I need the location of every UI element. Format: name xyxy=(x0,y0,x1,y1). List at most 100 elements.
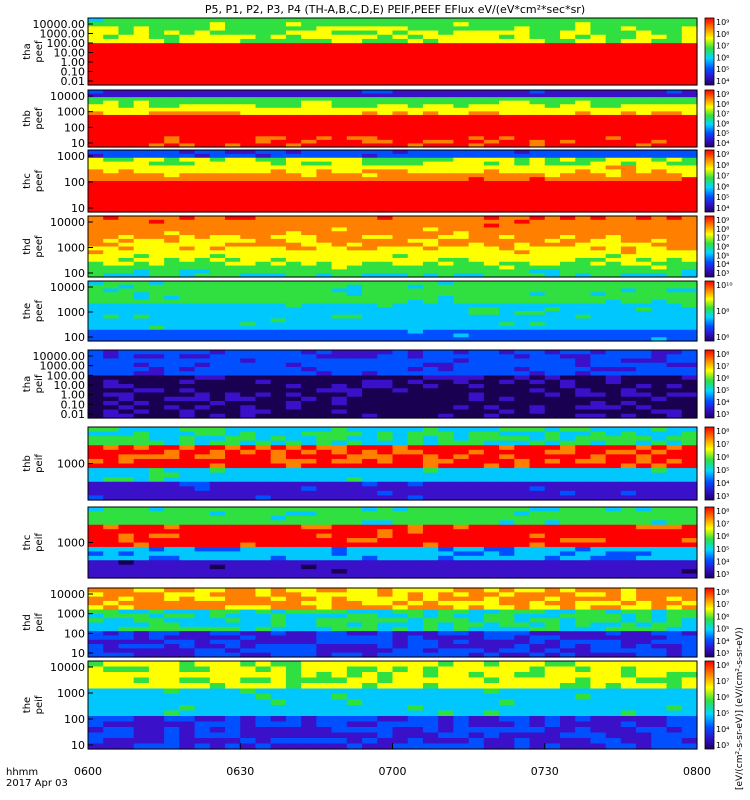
heatmap-cell xyxy=(103,288,120,293)
heatmap-cell xyxy=(590,388,607,394)
heatmap-cell xyxy=(544,100,561,105)
heatmap-cell xyxy=(225,515,241,521)
heatmap-cell xyxy=(194,269,211,274)
heatmap-cell xyxy=(559,524,576,530)
heatmap-cell xyxy=(422,143,439,148)
heatmap-cell xyxy=(240,392,257,398)
heatmap-cell xyxy=(118,196,135,201)
heatmap-cell xyxy=(346,177,363,182)
heatmap-cell xyxy=(164,196,180,201)
heatmap-cell xyxy=(164,413,180,419)
heatmap-cell xyxy=(636,307,652,312)
heatmap-cell xyxy=(651,38,668,44)
heatmap-cell xyxy=(331,223,348,229)
heatmap-cell xyxy=(483,431,500,437)
heatmap-cell xyxy=(544,318,561,323)
heatmap-cell xyxy=(270,454,287,460)
heatmap-cell xyxy=(88,405,104,411)
heatmap-cell xyxy=(270,367,287,372)
heatmap-cell xyxy=(270,51,287,57)
heatmap-cell xyxy=(651,440,668,446)
heatmap-cell xyxy=(620,161,637,167)
heatmap-cell xyxy=(179,329,196,335)
heatmap-cell xyxy=(270,533,287,539)
heatmap-cell xyxy=(103,254,120,259)
heatmap-cell xyxy=(559,250,576,255)
heatmap-cell xyxy=(483,246,500,251)
heatmap-cell xyxy=(331,238,348,244)
heatmap-cell xyxy=(285,223,302,229)
heatmap-cell xyxy=(651,299,668,305)
heatmap-cell xyxy=(118,238,135,244)
heatmap-cell xyxy=(407,208,424,213)
heatmap-cell xyxy=(225,257,241,263)
heatmap-cell xyxy=(225,329,241,335)
heatmap-cell xyxy=(529,80,546,86)
heatmap-cell xyxy=(636,362,652,368)
heatmap-cell xyxy=(468,388,485,394)
heatmap-cell xyxy=(377,375,394,381)
heatmap-cell xyxy=(499,22,515,27)
heatmap-cell xyxy=(392,288,409,293)
heatmap-cell xyxy=(133,490,150,497)
heatmap-cell xyxy=(575,196,592,201)
heatmap-cell xyxy=(88,362,104,368)
heatmap-cell xyxy=(468,18,485,23)
heatmap-cell xyxy=(194,261,211,267)
heatmap-cell xyxy=(514,384,531,389)
heatmap-cell xyxy=(529,139,546,145)
heatmap-cell xyxy=(194,296,211,301)
heatmap-cell xyxy=(575,515,592,521)
heatmap-cell xyxy=(605,118,622,123)
heatmap-cell xyxy=(255,546,272,552)
panel-tha-peef: 10000.001000.00100.0010.001.000.100.01th… xyxy=(22,17,729,88)
heatmap-cell xyxy=(651,337,668,342)
heatmap-cell xyxy=(605,90,622,95)
heatmap-cell xyxy=(346,132,363,137)
heatmap-cell xyxy=(483,445,500,451)
heatmap-cell xyxy=(575,125,592,130)
heatmap-cell xyxy=(346,143,363,148)
heatmap-cell xyxy=(377,200,394,205)
heatmap-cell xyxy=(636,43,652,48)
heatmap-cell xyxy=(559,388,576,394)
heatmap-cell xyxy=(453,326,470,331)
heatmap-cell xyxy=(103,481,120,487)
heatmap-cell xyxy=(301,223,317,229)
heatmap-cell xyxy=(240,472,257,478)
heatmap-cell xyxy=(240,47,257,53)
heatmap-cell xyxy=(346,273,363,278)
heatmap-cell xyxy=(422,431,439,437)
heatmap-cell xyxy=(88,169,104,174)
heatmap-cell xyxy=(438,405,454,411)
heatmap-cell xyxy=(285,59,302,65)
heatmap-cell xyxy=(438,362,454,368)
heatmap-cell xyxy=(392,463,409,469)
heatmap-cell xyxy=(225,122,241,127)
heatmap-cell xyxy=(681,431,698,437)
heatmap-cell xyxy=(133,458,150,465)
y-tick-label: 10000.00 xyxy=(33,350,86,363)
heatmap-cell xyxy=(148,111,165,116)
heatmap-cell xyxy=(209,157,226,163)
heatmap-cell xyxy=(194,468,211,474)
heatmap-cell xyxy=(651,157,668,163)
heatmap-cell xyxy=(407,139,424,145)
heatmap-cell xyxy=(575,34,592,40)
heatmap-cell xyxy=(422,139,439,145)
heatmap-cell xyxy=(529,97,546,102)
heatmap-cell xyxy=(590,303,607,308)
heatmap-cell xyxy=(468,265,485,270)
heatmap-cell xyxy=(240,43,257,48)
heatmap-cell xyxy=(133,337,150,342)
heatmap-cell xyxy=(301,515,317,521)
heatmap-cell xyxy=(636,111,652,116)
heatmap-cell xyxy=(133,449,150,455)
heatmap-cell xyxy=(651,129,668,134)
heatmap-cell xyxy=(483,486,500,492)
heatmap-cell xyxy=(392,242,409,248)
heatmap-cell xyxy=(422,303,439,308)
heatmap-cell xyxy=(118,181,135,186)
heatmap-cell xyxy=(483,307,500,312)
